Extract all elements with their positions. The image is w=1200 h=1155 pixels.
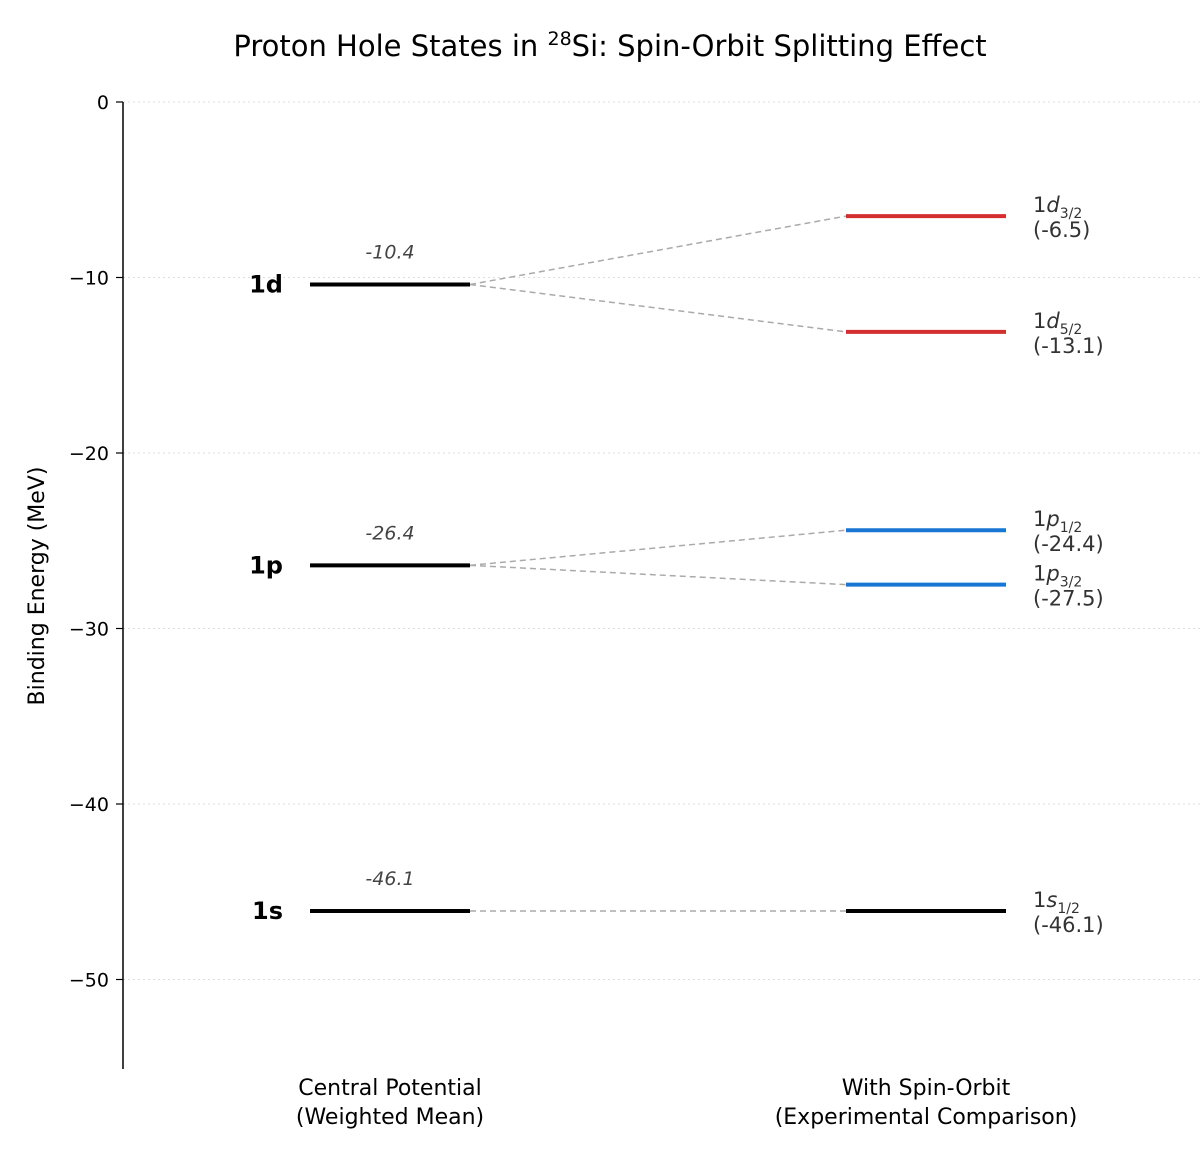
- chart-title: Proton Hole States in 28Si: Spin-Orbit S…: [233, 28, 986, 63]
- split-level-name-1s-1-2: 1s1/2: [1033, 888, 1080, 917]
- energy-levels: [310, 214, 1006, 914]
- column-label-central-line1: Central Potential: [298, 1076, 481, 1101]
- column-label-spin-orbit-line2: (Experimental Comparison): [775, 1105, 1078, 1130]
- central-level-name-1d: 1d: [249, 271, 283, 299]
- split-level-name-1d-5-2: 1d5/2: [1033, 309, 1082, 338]
- y-tick-label: −20: [69, 443, 109, 465]
- split-level-name-1p-3-2: 1p3/2: [1033, 562, 1082, 591]
- split-level-prefix: 1: [1033, 888, 1046, 912]
- central-level-value-1p: -26.4: [365, 522, 414, 544]
- connector-1p-3-2: [469, 564, 847, 586]
- central-level-value-1d: -10.4: [365, 242, 414, 264]
- split-level-prefix: 1: [1033, 193, 1046, 217]
- split-level-subscript: 3/2: [1060, 575, 1083, 591]
- split-level-prefix: 1: [1033, 507, 1046, 531]
- central-level-value-1s: -46.1: [365, 868, 414, 890]
- level-labels: 1d-10.41p-26.41s-46.11d3/2(-6.5)1d5/2(-1…: [249, 193, 1104, 937]
- split-level-subscript: 3/2: [1060, 206, 1083, 222]
- split-level-name-1d-3-2: 1d3/2: [1033, 193, 1082, 222]
- y-tick-label: −40: [69, 794, 109, 816]
- column-label-central-line2: (Weighted Mean): [296, 1105, 484, 1130]
- split-level-name-1p-1-2: 1p1/2: [1033, 507, 1082, 536]
- split-level-value-1d-5-2: (-13.1): [1033, 334, 1104, 358]
- y-axis-label: Binding Energy (MeV): [25, 467, 50, 706]
- split-level-value-1p-3-2: (-27.5): [1033, 587, 1104, 611]
- column-label-spin-orbit: With Spin-Orbit (Experimental Comparison…: [775, 1076, 1078, 1130]
- split-level-value-1d-3-2: (-6.5): [1033, 218, 1090, 242]
- split-level-value-1p-1-2: (-24.4): [1033, 532, 1104, 556]
- chart-title-suffix: Si: Spin-Orbit Splitting Effect: [572, 29, 987, 63]
- column-label-central: Central Potential (Weighted Mean): [296, 1076, 484, 1130]
- connector-1d-3-2: [469, 215, 847, 286]
- y-tick-label: −50: [69, 970, 109, 992]
- split-level-letter: p: [1045, 507, 1059, 531]
- split-level-prefix: 1: [1033, 562, 1046, 586]
- split-level-subscript: 1/2: [1057, 901, 1080, 917]
- chart-title-prefix: Proton Hole States in: [233, 29, 547, 63]
- split-level-letter: d: [1046, 309, 1060, 333]
- split-level-subscript: 5/2: [1060, 322, 1083, 338]
- y-tick-label: −10: [69, 268, 109, 290]
- connector-1d-5-2: [469, 283, 847, 333]
- connector-lines: [469, 215, 847, 912]
- split-level-prefix: 1: [1033, 309, 1046, 333]
- split-level-letter: d: [1046, 193, 1060, 217]
- connector-1p-1-2: [469, 529, 847, 567]
- split-level-letter: p: [1045, 562, 1059, 586]
- central-level-name-1s: 1s: [252, 897, 283, 925]
- y-axis-ticks: 0 −10 −20 −30 −40 −50: [69, 92, 123, 992]
- split-level-value-1s-1-2: (-46.1): [1033, 913, 1104, 937]
- chart-title-superscript: 28: [547, 28, 571, 50]
- y-tick-label: −30: [69, 619, 109, 641]
- split-level-letter: s: [1046, 888, 1057, 912]
- split-level-subscript: 1/2: [1060, 520, 1083, 536]
- central-level-name-1p: 1p: [249, 551, 283, 579]
- column-label-spin-orbit-line1: With Spin-Orbit: [842, 1076, 1011, 1101]
- y-tick-label: 0: [97, 92, 109, 114]
